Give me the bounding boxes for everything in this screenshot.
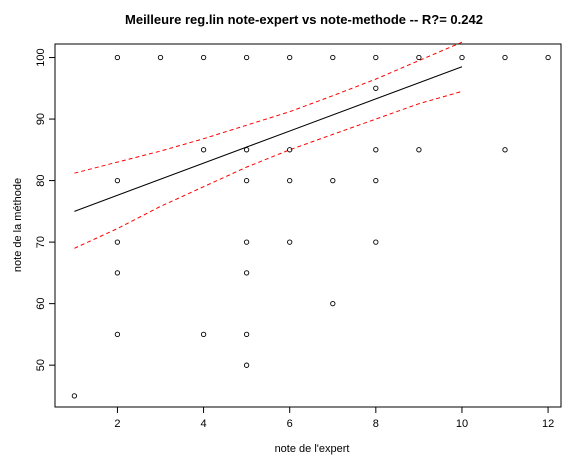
data-point — [373, 54, 379, 61]
data-point — [373, 85, 379, 91]
data-point — [114, 239, 121, 245]
data-point — [502, 147, 508, 153]
data-point — [243, 270, 250, 276]
data-point — [114, 54, 121, 61]
data-point — [287, 147, 293, 153]
data-point — [373, 239, 379, 245]
data-point — [373, 177, 379, 184]
x-tick-label: 2 — [114, 418, 120, 430]
data-point — [330, 54, 336, 61]
data-point — [330, 177, 336, 184]
data-point — [200, 54, 207, 61]
y-tick-label: 80 — [35, 174, 47, 186]
data-point — [502, 54, 508, 61]
data-point — [416, 147, 422, 153]
confidence-band-lower — [74, 90, 463, 249]
data-point — [114, 331, 121, 338]
data-points-layer — [71, 54, 551, 399]
data-point — [157, 54, 164, 61]
data-point — [243, 331, 250, 338]
y-tick-label: 100 — [35, 48, 47, 66]
data-point — [287, 54, 293, 61]
data-point — [373, 147, 379, 153]
data-point — [243, 239, 250, 245]
regression-line — [74, 66, 463, 212]
y-tick-label: 90 — [35, 113, 47, 125]
data-point — [545, 54, 551, 61]
x-tick-label: 8 — [373, 418, 379, 430]
y-tick-label: 50 — [35, 359, 47, 371]
y-tick-label: 60 — [35, 298, 47, 310]
chart-title: Meilleure reg.lin note-expert vs note-me… — [125, 12, 483, 27]
data-point — [330, 300, 336, 307]
data-point — [287, 177, 293, 184]
regression-line-layer — [74, 66, 463, 212]
data-point — [243, 147, 250, 153]
data-point — [416, 54, 422, 61]
data-point — [287, 239, 293, 245]
confidence-band-upper — [74, 41, 463, 174]
x-tick-label: 6 — [287, 418, 293, 430]
x-tick-label: 4 — [201, 418, 207, 430]
y-axis: 50 60 70 80 90 100 — [35, 48, 56, 371]
data-point — [114, 270, 121, 276]
data-point — [243, 362, 250, 368]
data-point — [200, 331, 207, 338]
data-point — [71, 393, 78, 399]
x-axis-title: note de l'expert — [275, 443, 350, 455]
y-axis-title: note de la méthode — [12, 178, 24, 272]
y-tick-label: 70 — [35, 236, 47, 248]
x-tick-label: 10 — [456, 418, 468, 430]
data-point — [243, 177, 250, 184]
data-point — [243, 54, 250, 61]
x-axis: 2 4 6 8 10 12 — [114, 406, 554, 430]
data-point — [459, 54, 465, 61]
data-point — [114, 177, 121, 184]
data-point — [200, 147, 207, 153]
x-tick-label: 12 — [542, 418, 554, 430]
plot-area-frame — [54, 43, 562, 408]
confidence-band-layer — [74, 41, 463, 249]
